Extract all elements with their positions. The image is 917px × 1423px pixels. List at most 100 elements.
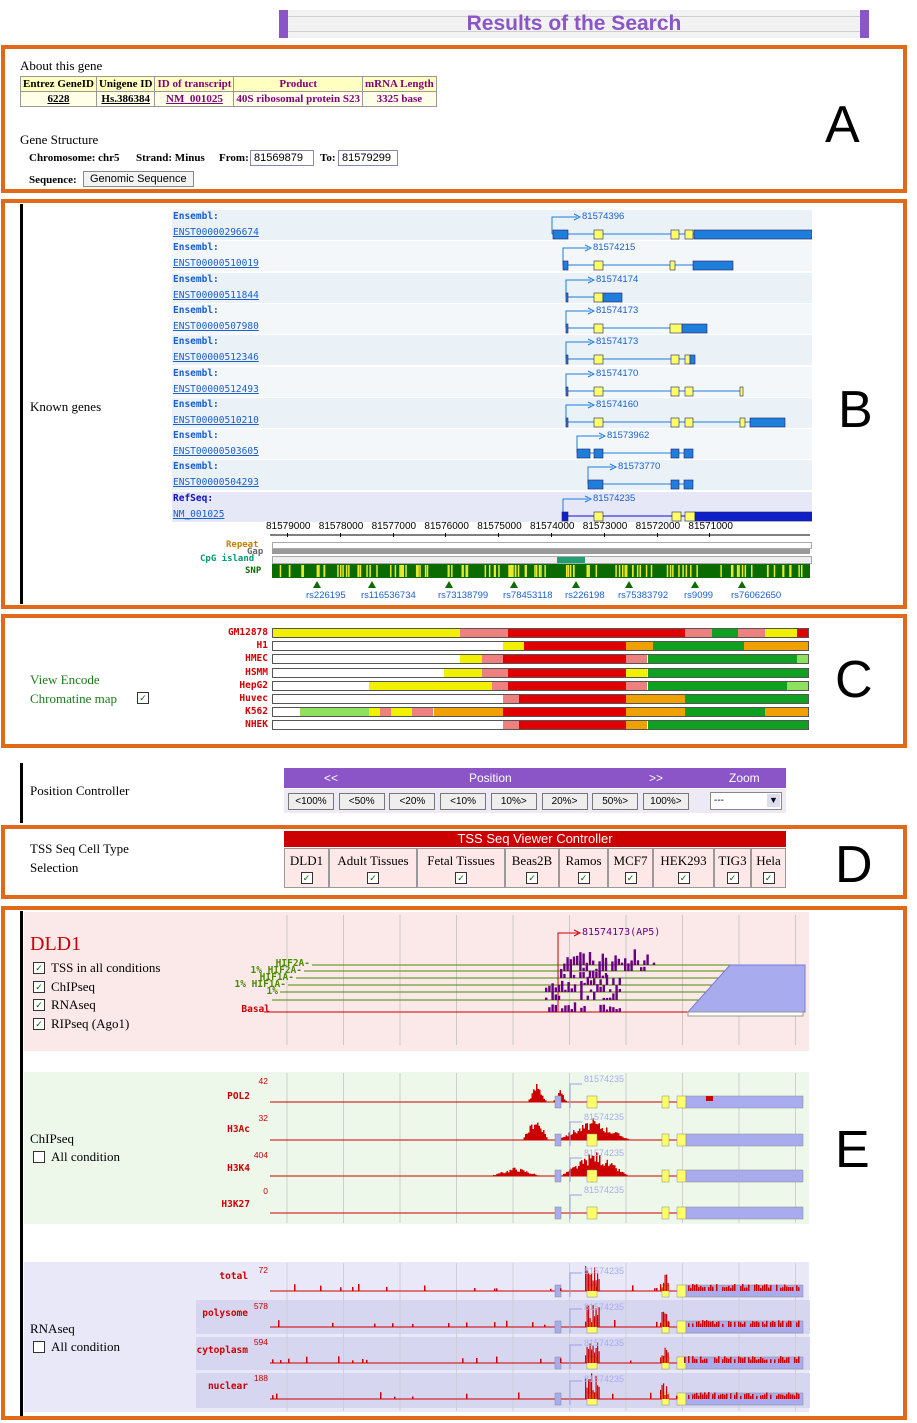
chromatin-state-segment xyxy=(433,708,504,717)
to-input[interactable]: 81579299 xyxy=(338,150,398,166)
chip-signal-bar xyxy=(589,1123,591,1140)
dld1-option-checkbox[interactable]: ✓ xyxy=(33,980,45,993)
chip-signal-bar xyxy=(620,1171,622,1176)
transcript-link[interactable]: NM_001025 xyxy=(173,508,225,520)
transcript-link[interactable]: ENST00000296674 xyxy=(173,227,259,238)
tss-cell-type-option[interactable]: HEK293 ✓ xyxy=(653,848,714,888)
snp-id-link[interactable]: rs76062650 xyxy=(731,590,782,601)
chip-signal-bar xyxy=(527,1172,529,1176)
tss-cell-type-checkbox[interactable]: ✓ xyxy=(577,872,590,884)
transcript-link[interactable]: ENST00000512493 xyxy=(173,383,259,395)
tss-cell-type-option[interactable]: TIG3 ✓ xyxy=(714,848,751,888)
position-step-button[interactable]: <10% xyxy=(440,793,487,810)
transcript-model xyxy=(565,276,623,302)
transcript-link[interactable]: ENST00000510019 xyxy=(173,258,259,270)
genomic-sequence-button[interactable]: Genomic Sequence xyxy=(83,171,194,187)
snp-mark xyxy=(588,565,590,577)
snp-id-link[interactable]: rs116536734 xyxy=(361,590,416,601)
transcript-link[interactable]: ENST00000507980 xyxy=(173,320,259,332)
tss-cell-type-checkbox[interactable]: ✓ xyxy=(762,872,775,884)
tss-cell-type-checkbox[interactable]: ✓ xyxy=(300,872,313,884)
rnaseq-title: RNAseq xyxy=(30,1321,75,1336)
transcript-link[interactable]: ENST00000512346 xyxy=(173,352,259,364)
position-step-button[interactable]: 10%> xyxy=(490,793,537,810)
tss-cell-type-checkbox[interactable]: ✓ xyxy=(624,872,637,884)
rna-read-bar xyxy=(786,1394,788,1399)
exon-block xyxy=(749,417,786,428)
position-forward-link[interactable]: >> xyxy=(649,771,664,785)
from-input[interactable]: 81569879 xyxy=(250,150,314,166)
chromatin-state-segment xyxy=(626,642,653,651)
tss-cell-type-option[interactable]: Ramos ✓ xyxy=(559,848,608,888)
exon-block xyxy=(681,323,708,334)
gene-track-row: Ensembl: ENST00000512493 81574170 xyxy=(172,366,812,397)
rnaseq-all-condition-checkbox[interactable] xyxy=(33,1341,45,1353)
rna-read-bar xyxy=(663,1282,665,1291)
tss-cell-type-option[interactable]: Beas2B ✓ xyxy=(505,848,559,888)
tss-cell-type-checkbox[interactable]: ✓ xyxy=(455,872,467,884)
transcript-link[interactable]: ENST00000510210 xyxy=(173,414,259,426)
zoom-select[interactable]: --- ▼ xyxy=(710,792,782,810)
tss-count-bar xyxy=(599,986,602,992)
dld1-option-checkbox[interactable]: ✓ xyxy=(33,999,45,1011)
snp-id-link[interactable]: rs75383792 xyxy=(618,590,669,601)
tss-count-bar xyxy=(593,978,596,985)
snp-id-link[interactable]: rs226195 xyxy=(306,590,346,601)
tss-cell-type-option[interactable]: Hela ✓ xyxy=(751,848,786,888)
gene-track-row: RefSeq: NM_001025 81574235 xyxy=(172,491,812,522)
unigene-id-link[interactable]: Hs.386384 xyxy=(95,91,156,107)
chip-signal-bar xyxy=(616,1132,618,1140)
chromatin-state-segment xyxy=(765,629,798,637)
tss-cell-type-checkbox[interactable]: ✓ xyxy=(677,872,690,884)
encode-chromatin-bar xyxy=(272,707,809,718)
dld1-option-checkbox[interactable]: ✓ xyxy=(33,962,45,974)
tss-cell-type-option[interactable]: Adult Tissues ✓ xyxy=(329,848,417,888)
rna-read-bar xyxy=(784,1359,786,1363)
chip-signal-bar xyxy=(563,1173,565,1176)
tss-cell-type-option[interactable]: MCF7 ✓ xyxy=(608,848,653,888)
exon-block xyxy=(593,292,604,302)
tss-cell-type-checkbox[interactable]: ✓ xyxy=(526,872,538,884)
rna-read-bar xyxy=(664,1313,666,1327)
tss-count-bar xyxy=(551,983,554,992)
transcript-id-link[interactable]: NM_001025 xyxy=(154,91,235,107)
position-step-button[interactable]: 20%> xyxy=(541,793,588,810)
chevron-down-icon[interactable]: ▼ xyxy=(767,794,780,807)
chip-signal-bar xyxy=(586,1123,588,1140)
tss-arrow xyxy=(569,1157,582,1182)
tss-cell-type-checkbox[interactable]: ✓ xyxy=(367,872,379,884)
chipseq-all-condition-checkbox[interactable] xyxy=(33,1151,45,1163)
position-step-button[interactable]: 50%> xyxy=(592,793,639,810)
chromatine-map-label[interactable]: Chromatine map xyxy=(30,691,118,706)
snp-mark xyxy=(538,565,541,577)
transcript-model xyxy=(565,370,744,396)
rna-read-bar xyxy=(692,1394,694,1399)
chip-signal-bar xyxy=(497,1173,499,1176)
tss-cell-type-checkbox[interactable]: ✓ xyxy=(726,872,739,884)
tss-arrowhead xyxy=(598,432,607,440)
position-step-button[interactable]: <50% xyxy=(338,793,385,810)
transcript-link[interactable]: ENST00000511844 xyxy=(173,289,259,301)
position-step-button[interactable]: <20% xyxy=(389,793,436,810)
chip-signal-bar xyxy=(573,1166,575,1176)
dld1-option-checkbox[interactable]: ✓ xyxy=(33,1017,45,1030)
snp-id-link[interactable]: rs73138799 xyxy=(438,590,489,601)
snp-id-link[interactable]: rs78453118 xyxy=(503,590,553,601)
transcript-link[interactable]: ENST00000504293 xyxy=(173,477,259,489)
position-back-link[interactable]: << xyxy=(324,771,339,785)
rna-read-bar xyxy=(764,1284,766,1291)
snp-id-link[interactable]: rs9099 xyxy=(684,590,714,601)
tss-cell-type-option[interactable]: DLD1 ✓ xyxy=(284,848,329,888)
position-step-button[interactable]: 100%> xyxy=(642,793,689,810)
gene-track-row: Ensembl: ENST00000512346 81574173 xyxy=(172,335,812,366)
snp-id-link[interactable]: rs226198 xyxy=(565,590,605,601)
chip-signal-bar xyxy=(532,1129,534,1140)
transcript-link[interactable]: ENST00000503605 xyxy=(173,446,259,458)
tss-cell-type-option[interactable]: Fetal Tissues ✓ xyxy=(417,848,505,888)
tss-count-bar xyxy=(570,1009,573,1012)
entrez-id-link[interactable]: 6228 xyxy=(20,91,97,107)
rna-read-bar xyxy=(667,1394,669,1399)
chip-signal-bar xyxy=(613,1133,615,1140)
chromatine-map-checkbox[interactable]: ✓ xyxy=(137,692,149,704)
position-step-button[interactable]: <100% xyxy=(288,793,334,810)
